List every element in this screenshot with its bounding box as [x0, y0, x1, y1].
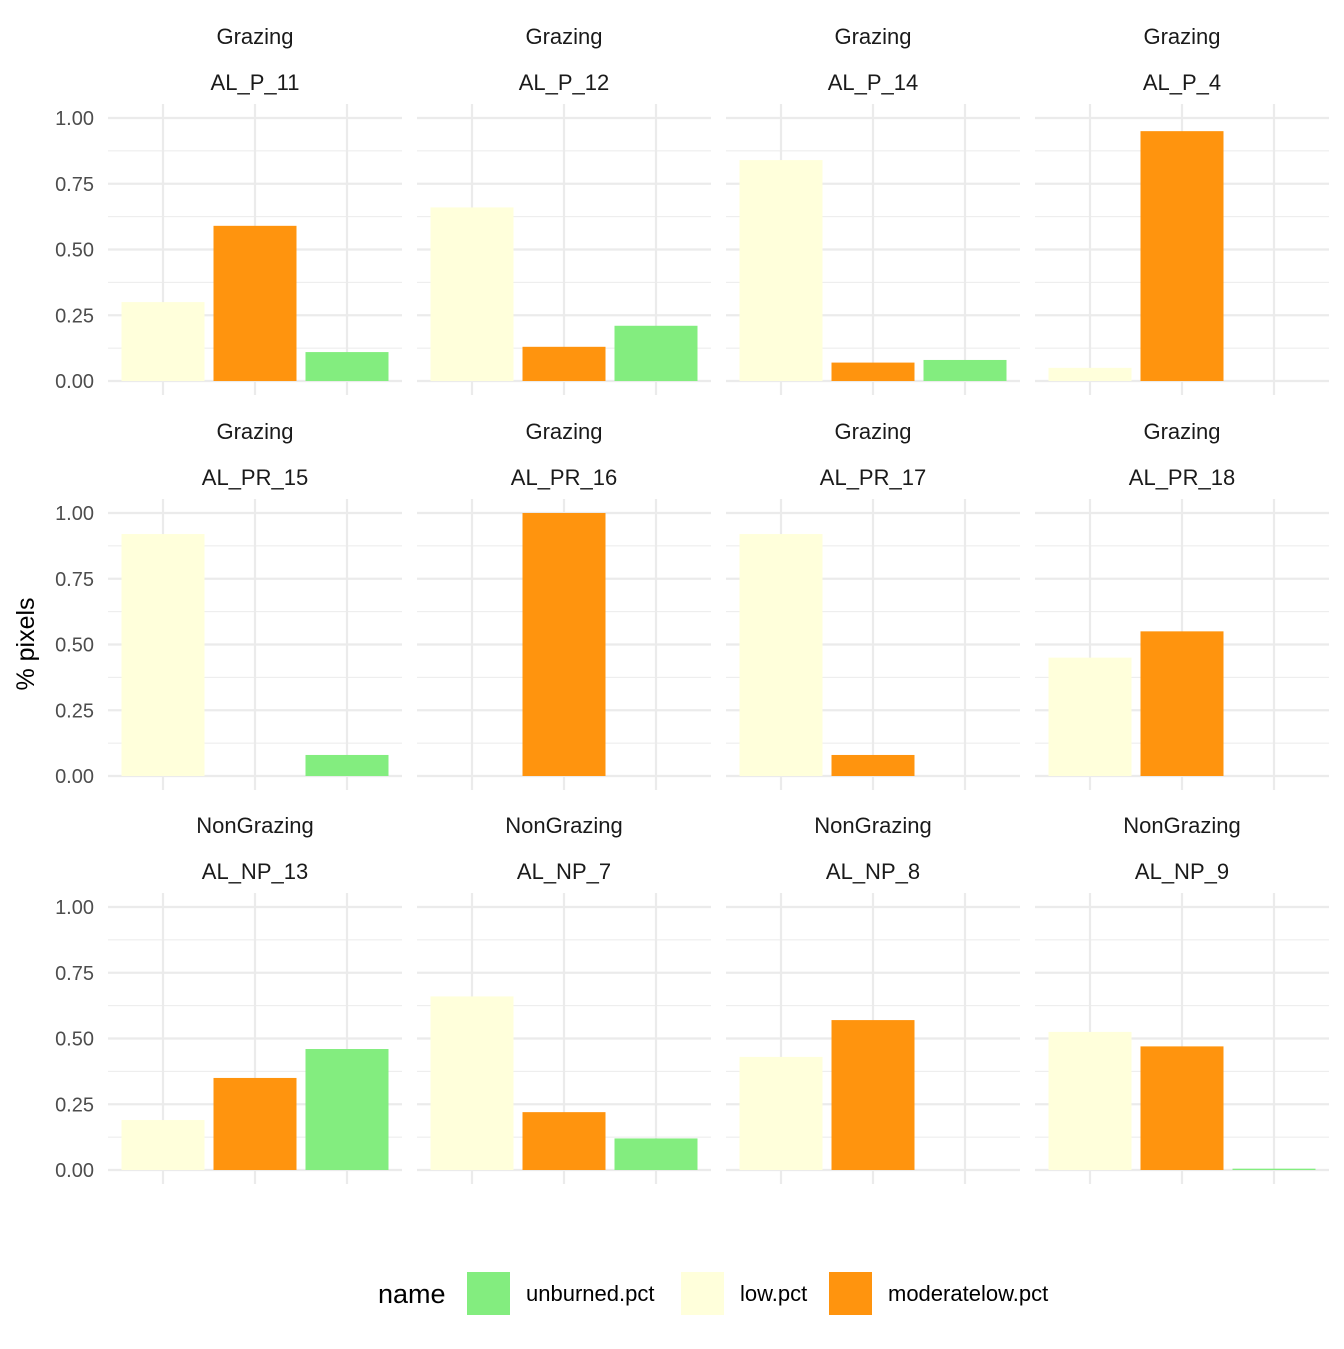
bar-moderatelow-pct — [213, 1077, 297, 1170]
bar-unburned-pct — [305, 352, 389, 381]
bar-moderatelow-pct — [1140, 1046, 1224, 1170]
bar-low-pct — [121, 534, 205, 776]
y-tick-label: 0.25 — [55, 305, 94, 327]
facet-site-label: AL_P_12 — [519, 70, 610, 95]
bar-unburned-pct — [614, 1138, 698, 1170]
bar-low-pct — [1048, 1031, 1132, 1170]
bar-low-pct — [430, 996, 514, 1170]
facet-group-label: Grazing — [834, 419, 911, 444]
bar-low-pct — [1048, 367, 1132, 381]
legend-label: moderatelow.pct — [888, 1281, 1048, 1306]
bar-low-pct — [739, 160, 823, 381]
facet-group-label: NonGrazing — [1123, 813, 1240, 838]
bar-moderatelow-pct — [522, 513, 606, 776]
facet-site-label: AL_NP_13 — [202, 859, 308, 884]
y-tick-label: 0.00 — [55, 371, 94, 393]
legend-label: unburned.pct — [526, 1281, 654, 1306]
bar-moderatelow-pct — [522, 346, 606, 381]
y-tick-label: 0.50 — [55, 1029, 94, 1051]
y-tick-label: 0.50 — [55, 635, 94, 657]
facet-group-label: Grazing — [1143, 419, 1220, 444]
legend-swatch-low-pct — [681, 1272, 724, 1315]
bar-low-pct — [739, 1056, 823, 1170]
y-tick-label: 1.00 — [55, 897, 94, 919]
facet-group-label: NonGrazing — [196, 813, 313, 838]
y-tick-label: 0.75 — [55, 569, 94, 591]
facet-site-label: AL_P_11 — [211, 70, 300, 95]
bar-moderatelow-pct — [831, 362, 915, 381]
facet-group-label: Grazing — [525, 419, 602, 444]
bar-low-pct — [121, 1120, 205, 1170]
facet-site-label: AL_PR_15 — [202, 465, 308, 490]
facet-group-label: Grazing — [216, 24, 293, 49]
facet-group-label: Grazing — [525, 24, 602, 49]
y-tick-label: 0.25 — [55, 700, 94, 722]
facet-site-label: AL_NP_8 — [826, 859, 920, 884]
y-tick-label: 0.25 — [55, 1094, 94, 1116]
bar-moderatelow-pct — [522, 1112, 606, 1170]
facet-site-label: AL_P_4 — [1143, 70, 1221, 95]
facet-group-label: NonGrazing — [505, 813, 622, 838]
bar-unburned-pct — [923, 359, 1007, 381]
facet-group-label: NonGrazing — [814, 813, 931, 838]
y-tick-label: 1.00 — [55, 503, 94, 525]
bar-low-pct — [739, 534, 823, 776]
facet-site-label: AL_PR_16 — [511, 465, 617, 490]
facet-group-label: Grazing — [1143, 24, 1220, 49]
facet-site-label: AL_PR_17 — [820, 465, 926, 490]
facet-site-label: AL_PR_18 — [1129, 465, 1235, 490]
bar-low-pct — [430, 207, 514, 381]
bar-unburned-pct — [305, 754, 389, 776]
facet-site-label: AL_P_14 — [828, 70, 919, 95]
bar-unburned-pct — [305, 1049, 389, 1170]
bar-moderatelow-pct — [213, 225, 297, 381]
y-tick-label: 0.00 — [55, 766, 94, 788]
bar-moderatelow-pct — [831, 1020, 915, 1170]
y-tick-label: 1.00 — [55, 108, 94, 130]
bar-moderatelow-pct — [1140, 131, 1224, 381]
bar-low-pct — [121, 302, 205, 381]
facet-site-label: AL_NP_7 — [517, 859, 611, 884]
y-tick-label: 0.75 — [55, 174, 94, 196]
facet-site-label: AL_NP_9 — [1135, 859, 1229, 884]
legend-title: name — [378, 1279, 446, 1309]
y-tick-label: 0.75 — [55, 963, 94, 985]
facet-group-label: Grazing — [216, 419, 293, 444]
y-tick-label: 0.00 — [55, 1160, 94, 1182]
legend-swatch-moderatelow-pct — [829, 1272, 872, 1315]
y-tick-label: 0.50 — [55, 240, 94, 262]
legend-label: low.pct — [740, 1281, 807, 1306]
legend-swatch-unburned-pct — [467, 1272, 510, 1315]
bar-unburned-pct — [614, 325, 698, 381]
facet-group-label: Grazing — [834, 24, 911, 49]
bar-moderatelow-pct — [831, 754, 915, 776]
bar-low-pct — [1048, 657, 1132, 776]
y-axis-title: % pixels — [12, 597, 40, 690]
bar-moderatelow-pct — [1140, 631, 1224, 776]
bar-unburned-pct — [1232, 1168, 1316, 1170]
